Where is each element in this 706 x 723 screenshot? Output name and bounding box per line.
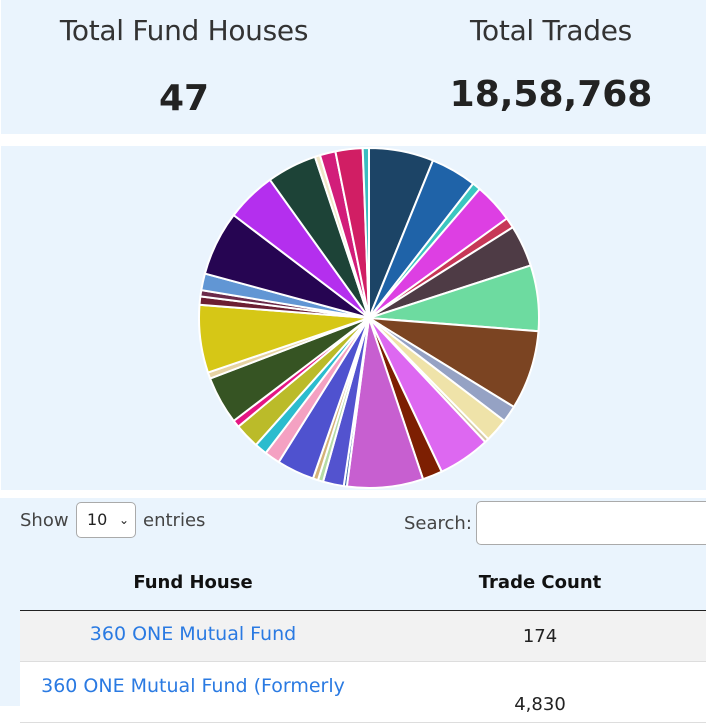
entries-per-page-select[interactable]: 10 ⌄ — [76, 502, 136, 538]
fund-house-table-panel: Show 10 ⌄ entries Search: Fund House Tra… — [0, 498, 706, 723]
chevron-down-icon: ⌄ — [118, 513, 129, 527]
search-input[interactable] — [476, 501, 706, 545]
pie-chart — [198, 146, 540, 489]
column-header-trade-count[interactable]: Trade Count — [478, 572, 602, 593]
search-label: Search: — [404, 513, 472, 534]
total-fund-houses-label: Total Fund Houses — [59, 14, 309, 47]
table-row: 360 ONE Mutual Fund (Formerly 4,830 — [20, 662, 706, 723]
fund-house-link[interactable]: 360 ONE Mutual Fund — [89, 623, 297, 645]
pie-slice-35[interactable] — [361, 146, 370, 319]
table-header: Fund House Trade Count — [20, 560, 706, 611]
total-trades-label: Total Trades — [470, 14, 632, 47]
entries-select-value: 10 — [87, 510, 108, 529]
pie-chart-panel — [1, 146, 706, 490]
show-label: Show — [20, 510, 69, 531]
total-trades-value: 18,58,768 — [449, 74, 653, 115]
fund-house-link[interactable]: 360 ONE Mutual Fund (Formerly — [41, 675, 345, 697]
trade-count-cell: 4,830 — [514, 694, 566, 715]
summary-stats: Total Fund Houses 47 Total Trades 18,58,… — [1, 0, 706, 134]
trade-count-cell: 174 — [522, 626, 558, 647]
total-fund-houses-value: 47 — [158, 78, 210, 119]
column-header-fund-house[interactable]: Fund House — [133, 572, 253, 593]
table-row: 360 ONE Mutual Fund 174 — [20, 611, 706, 662]
entries-label: entries — [143, 510, 206, 531]
